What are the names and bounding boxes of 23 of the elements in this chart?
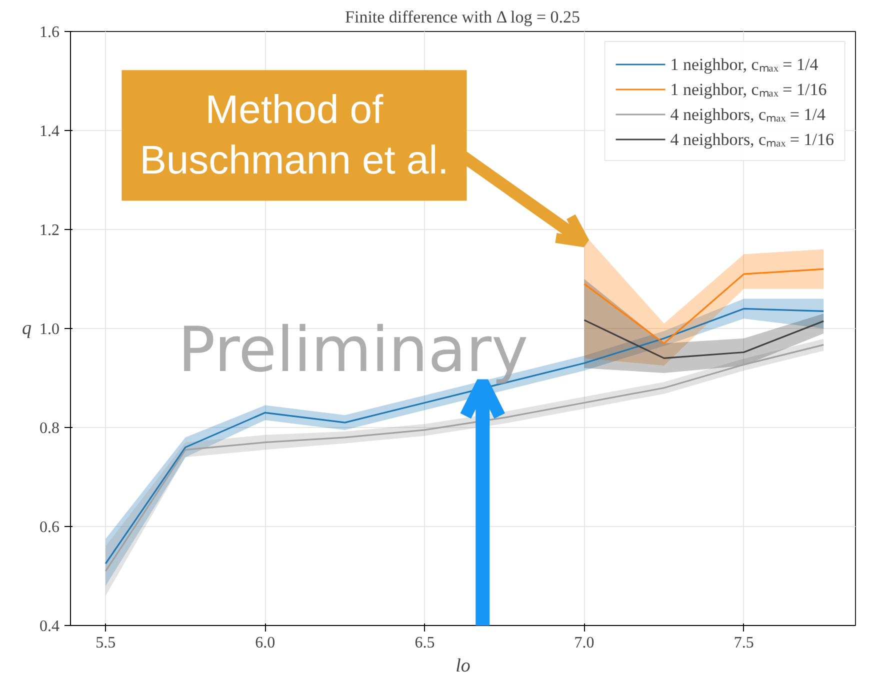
x-tick-label: 5.5 xyxy=(96,634,116,652)
annotation: Preliminary xyxy=(178,312,528,386)
legend-label: 4 neighbors, cₘₐₓ = 1/4 xyxy=(670,104,826,125)
line-series xyxy=(583,268,824,344)
y-tick-label: 1.6 xyxy=(40,24,60,41)
x-tick-label: 6.5 xyxy=(414,634,435,652)
y-tick-label: 1.2 xyxy=(40,222,60,239)
x-tick-label: 7.5 xyxy=(734,634,754,652)
annotation: Method of Buschmann et al. xyxy=(140,88,449,183)
legend-label: 1 neighbor, cₘₐₓ = 1/16 xyxy=(670,79,827,100)
line-series xyxy=(583,319,824,359)
y-axis-title: q xyxy=(22,318,32,339)
y-tick-label: 0.4 xyxy=(40,618,60,635)
x-tick-label: 7.0 xyxy=(574,634,594,652)
legend-label: 1 neighbor, cₘₐₓ = 1/4 xyxy=(670,54,818,75)
y-tick-label: 0.8 xyxy=(40,420,60,437)
legend-label: 4 neighbors, cₘₐₓ = 1/16 xyxy=(670,129,834,150)
y-tick-label: 1.4 xyxy=(40,123,60,140)
y-tick-label: 0.6 xyxy=(40,519,60,536)
y-tick-label: 1.0 xyxy=(40,321,60,338)
chart-title: Finite difference with Δ log = 0.25 xyxy=(345,8,580,26)
x-axis-title: lo xyxy=(456,656,470,676)
x-tick-label: 6.0 xyxy=(255,634,276,652)
